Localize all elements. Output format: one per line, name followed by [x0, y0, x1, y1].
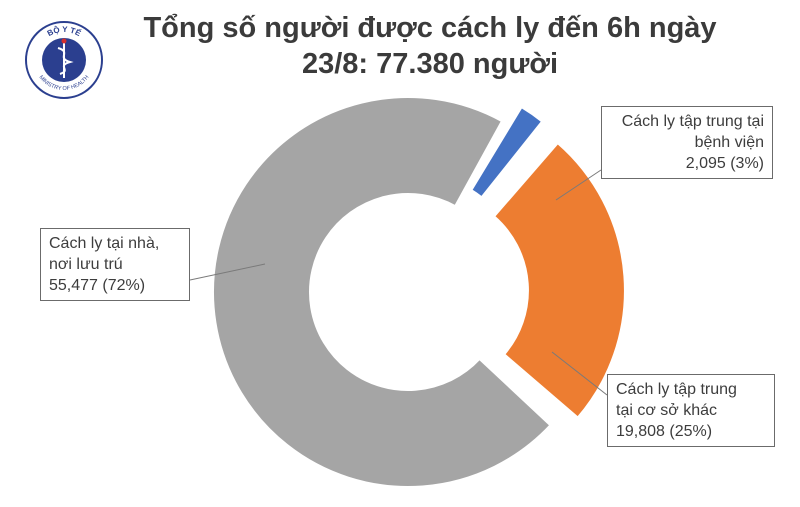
slice-other-facility	[492, 141, 626, 419]
callout-hospital-line2: bệnh viện	[694, 134, 764, 151]
callout-home-value: 55,477 (72%)	[49, 277, 146, 294]
logo-red-dot	[61, 38, 67, 44]
callout-other-value: 19,808 (25%)	[616, 423, 713, 440]
logo-top-text: BỘ Y TẾ	[46, 25, 84, 38]
slice-home	[212, 96, 552, 488]
callout-hospital-line1: Cách ly tập trung tại	[621, 113, 764, 130]
leader-line-hospital	[555, 169, 602, 201]
ministry-of-health-logo: BỘ Y TẾ MINISTRY OF HEALTH	[25, 21, 103, 99]
callout-home-quarantine: Cách ly tại nhà, nơi lưu trú 55,477 (72%…	[40, 228, 190, 301]
caduceus-icon	[57, 42, 74, 78]
callout-home-line2: nơi lưu trú	[49, 256, 123, 273]
chart-title-line2: 23/8: 77.380 người	[301, 48, 558, 80]
callout-hospital-quarantine: Cách ly tập trung tại bệnh viện 2,095 (3…	[601, 106, 773, 179]
leader-line-other	[551, 351, 608, 396]
callout-other-line1: Cách ly tập trung	[616, 381, 737, 398]
slice-hospital	[469, 105, 544, 199]
callout-hospital-value: 2,095 (3%)	[685, 155, 764, 172]
leader-line-home	[189, 263, 266, 281]
chart-title: Tổng số người được cách ly đến 6h ngày 2…	[120, 10, 740, 82]
chart-title-line1: Tổng số người được cách ly đến 6h ngày	[143, 12, 717, 44]
callout-other-line2: tại cơ sở khác	[616, 402, 718, 419]
callout-other-facility-quarantine: Cách ly tập trung tại cơ sở khác 19,808 …	[607, 374, 775, 447]
callout-home-line1: Cách ly tại nhà,	[49, 235, 160, 252]
